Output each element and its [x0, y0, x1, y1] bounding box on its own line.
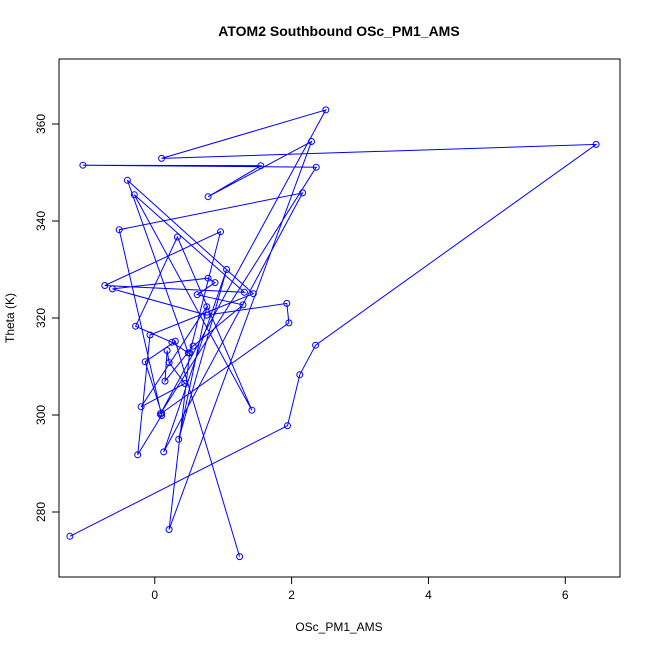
data-point	[217, 228, 224, 236]
data-point	[146, 331, 154, 339]
data-point	[592, 140, 600, 148]
data-point	[175, 435, 183, 443]
x-axis: 0 2 4 6	[151, 576, 569, 602]
data-point	[211, 279, 219, 287]
y-axis-label: Theta (K)	[3, 293, 17, 343]
data-point	[130, 191, 138, 199]
data-point	[115, 226, 123, 234]
data-point	[285, 319, 293, 327]
data-point	[134, 451, 142, 459]
data-point	[312, 341, 320, 349]
data-point	[108, 285, 116, 293]
x-tick-label: 0	[151, 588, 158, 602]
data-point	[173, 233, 181, 241]
data-point	[79, 161, 87, 169]
y-tick-label: 280	[34, 502, 48, 522]
data-point	[239, 301, 247, 309]
data-point	[204, 193, 212, 201]
data-point	[223, 266, 231, 273]
data-point	[184, 349, 192, 357]
data-point	[168, 338, 176, 346]
data-point	[189, 342, 197, 350]
data-point	[296, 371, 304, 379]
data-point	[249, 290, 257, 298]
data-point	[248, 406, 256, 414]
data-point	[137, 403, 145, 411]
data-point	[158, 412, 166, 419]
data-point	[156, 410, 164, 418]
data-point	[165, 526, 173, 533]
data-point	[161, 377, 169, 385]
x-tick-label: 4	[425, 588, 432, 602]
data-point	[132, 322, 140, 330]
data-point	[240, 288, 248, 296]
data-point	[257, 162, 265, 170]
data-point	[284, 422, 291, 430]
data-point	[203, 311, 211, 319]
data-point	[158, 409, 166, 417]
x-axis-label: OSc_PM1_AMS	[295, 620, 382, 634]
y-tick-label: 300	[34, 405, 48, 425]
x-tick-label: 2	[288, 588, 295, 602]
series-layer	[66, 106, 600, 561]
series-line	[69, 109, 598, 557]
data-point	[236, 553, 244, 561]
data-point	[203, 303, 211, 311]
data-point	[299, 189, 307, 197]
data-point	[283, 299, 291, 307]
y-tick-label: 340	[34, 211, 48, 231]
data-point	[123, 176, 131, 184]
y-tick-label: 320	[34, 308, 48, 328]
data-point	[163, 347, 171, 354]
data-point	[165, 359, 173, 367]
data-point	[193, 291, 201, 299]
data-point	[66, 532, 74, 540]
data-point	[158, 154, 166, 162]
x-tick-label: 6	[562, 588, 569, 602]
data-point	[171, 337, 179, 345]
data-point	[322, 106, 330, 114]
y-axis: 280 300 320 340 360	[34, 114, 60, 522]
data-point	[101, 282, 109, 289]
data-point	[160, 448, 168, 456]
chart-title: ATOM2 Southbound OSc_PM1_AMS	[218, 23, 459, 39]
y-tick-label: 360	[34, 114, 48, 134]
data-point	[308, 138, 315, 145]
data-point	[312, 163, 320, 171]
data-point	[181, 380, 189, 387]
data-point	[204, 274, 212, 282]
data-point	[141, 358, 149, 366]
